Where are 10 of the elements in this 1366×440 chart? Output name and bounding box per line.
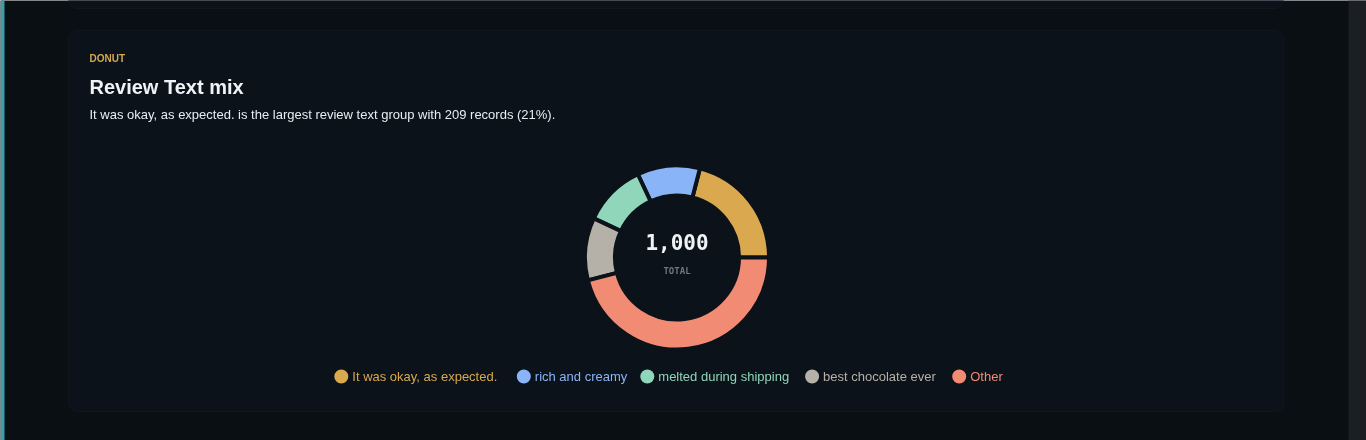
legend-label: melted during shipping <box>658 369 790 384</box>
legend-label: Other <box>970 369 1004 384</box>
chart-subtitle: It was okay, as expected. is the largest review text group with 209 records (21%). <box>89 107 556 122</box>
text: TOTAL <box>663 265 692 276</box>
text: 1,000 <box>645 230 709 255</box>
text: Review Text mix <box>89 75 244 98</box>
legend-label: best chocolate ever <box>823 369 937 384</box>
legend-label: rich and creamy <box>534 369 628 384</box>
text: DONUT <box>89 53 126 64</box>
legend-label: It was okay, as expected. <box>352 369 498 384</box>
